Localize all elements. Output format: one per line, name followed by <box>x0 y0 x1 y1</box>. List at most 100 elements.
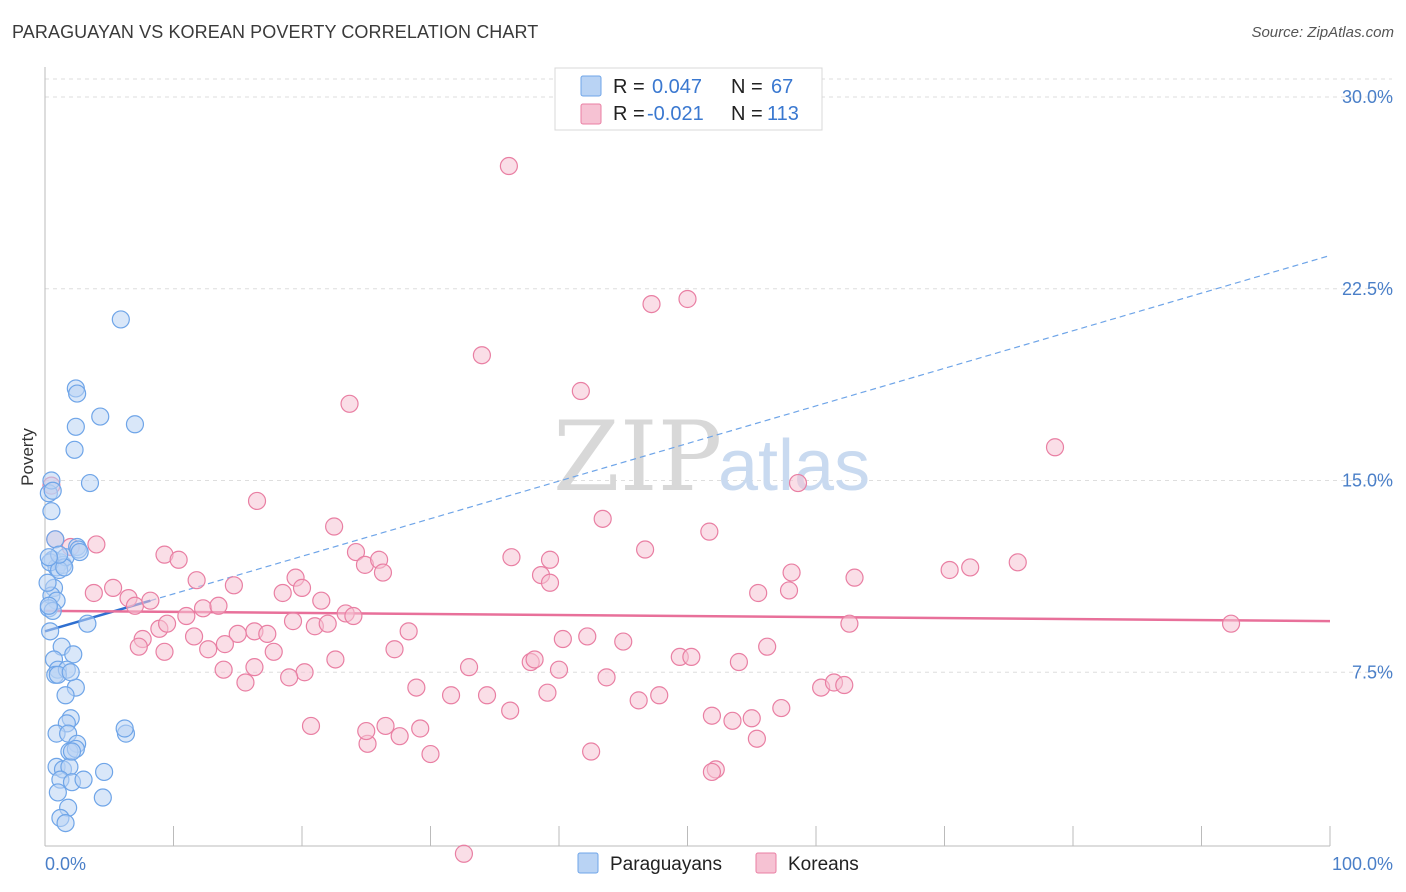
point-paraguayans-48 <box>68 384 87 403</box>
bottom-legend-label-koreans: Koreans <box>788 854 859 875</box>
point-koreans-51 <box>385 640 404 659</box>
x-tick-label-min: 0.0% <box>45 854 86 874</box>
watermark-atlas: atlas <box>718 426 870 506</box>
point-paraguayans-50 <box>111 310 130 329</box>
point-koreans-4 <box>84 583 103 603</box>
point-koreans-75 <box>747 729 766 748</box>
point-koreans-112 <box>723 711 742 730</box>
y-tick-label-1: 15.0% <box>1342 471 1393 491</box>
point-koreans-24 <box>373 563 393 582</box>
legend-n-label-2: N = <box>731 103 763 125</box>
point-koreans-84 <box>961 558 980 577</box>
point-paraguayans-23 <box>56 686 75 705</box>
point-koreans-38 <box>184 627 204 646</box>
bottom-legend-label-paraguayans: Paraguayans <box>610 854 722 875</box>
point-koreans-83 <box>840 614 859 633</box>
point-koreans-92 <box>593 509 612 528</box>
legend-r-label-2: R = <box>613 103 645 125</box>
point-paraguayans-43 <box>65 440 84 459</box>
point-koreans-20 <box>340 394 359 413</box>
point-koreans-106 <box>357 721 376 741</box>
trend-line-koreans <box>44 609 1331 623</box>
point-koreans-78 <box>772 698 791 718</box>
point-koreans-100 <box>571 381 590 401</box>
point-koreans-108 <box>390 727 409 746</box>
point-koreans-48 <box>236 673 255 692</box>
point-paraguayans-42 <box>56 813 75 833</box>
point-koreans-96 <box>782 563 801 582</box>
point-koreans-63 <box>578 627 597 646</box>
point-koreans-55 <box>459 658 479 677</box>
point-koreans-105 <box>454 844 474 863</box>
point-koreans-61 <box>549 660 569 679</box>
point-paraguayans-17 <box>64 645 83 664</box>
point-koreans-95 <box>749 583 768 603</box>
point-paraguayans-1 <box>42 502 61 521</box>
point-koreans-71 <box>702 706 722 725</box>
point-paraguayans-65 <box>61 663 80 682</box>
data-points <box>38 156 1241 863</box>
point-koreans-93 <box>635 540 655 559</box>
point-paraguayans-15 <box>41 622 60 641</box>
point-paraguayans-54 <box>78 614 97 633</box>
point-koreans-68 <box>650 686 669 705</box>
point-koreans-89 <box>502 548 521 567</box>
point-koreans-102 <box>678 289 697 309</box>
chart-source: Source: ZipAtlas.com <box>1251 24 1394 41</box>
point-paraguayans-53 <box>70 542 89 562</box>
point-koreans-101 <box>642 294 661 314</box>
legend-n-value-koreans: 113 <box>767 103 799 125</box>
axes <box>44 67 1331 847</box>
point-koreans-64 <box>582 742 601 761</box>
point-koreans-46 <box>295 663 314 682</box>
point-koreans-37 <box>177 606 196 626</box>
bottom-legend: Paraguayans Koreans <box>577 852 859 875</box>
point-koreans-103 <box>788 473 808 493</box>
point-koreans-67 <box>629 691 648 710</box>
point-koreans-77 <box>758 637 777 656</box>
point-paraguayans-60 <box>38 573 57 592</box>
point-koreans-29 <box>283 612 303 631</box>
point-paraguayans-37 <box>74 770 93 789</box>
point-koreans-14 <box>247 491 267 511</box>
legend-n-value-paraguayans: 67 <box>771 76 793 98</box>
point-koreans-104 <box>1221 614 1241 633</box>
point-koreans-21 <box>346 542 366 562</box>
point-koreans-82 <box>835 675 854 695</box>
point-koreans-3 <box>87 535 106 554</box>
point-paraguayans-59 <box>39 548 58 567</box>
point-koreans-111 <box>301 716 321 736</box>
point-paraguayans-56 <box>115 719 134 738</box>
point-paraguayans-2 <box>46 530 65 549</box>
point-koreans-11 <box>187 571 206 590</box>
point-koreans-52 <box>399 622 418 641</box>
point-koreans-73 <box>702 762 722 782</box>
legend-r-value-koreans: -0.021 <box>647 103 704 125</box>
point-koreans-45 <box>264 642 283 661</box>
point-koreans-33 <box>344 606 363 626</box>
legend-r-label-1: R = <box>613 76 645 98</box>
point-koreans-94 <box>700 522 719 541</box>
point-koreans-15 <box>273 583 292 603</box>
point-koreans-62 <box>553 629 572 649</box>
point-koreans-28 <box>258 624 277 644</box>
y-tick-label-3: 30.0% <box>1342 87 1393 107</box>
legend-swatch-koreans <box>580 103 602 125</box>
x-tick-label-max: 100.0% <box>1332 854 1393 874</box>
bottom-legend-swatch-paraguayans <box>577 852 599 874</box>
point-koreans-13 <box>224 576 243 595</box>
point-koreans-60 <box>538 683 557 702</box>
legend-box: R = 0.047 N = 67 R = -0.021 N = 113 <box>554 67 823 131</box>
point-paraguayans-38 <box>48 783 67 802</box>
y-tick-label-0: 7.5% <box>1352 662 1393 682</box>
point-koreans-85 <box>845 568 864 587</box>
point-koreans-47 <box>326 650 345 669</box>
legend-swatch-paraguayans <box>580 75 602 97</box>
point-paraguayans-45 <box>80 473 100 493</box>
point-koreans-98 <box>499 156 518 176</box>
point-koreans-7 <box>125 596 145 615</box>
point-paraguayans-44 <box>66 417 85 436</box>
point-koreans-39 <box>199 640 218 659</box>
point-koreans-74 <box>729 652 749 672</box>
